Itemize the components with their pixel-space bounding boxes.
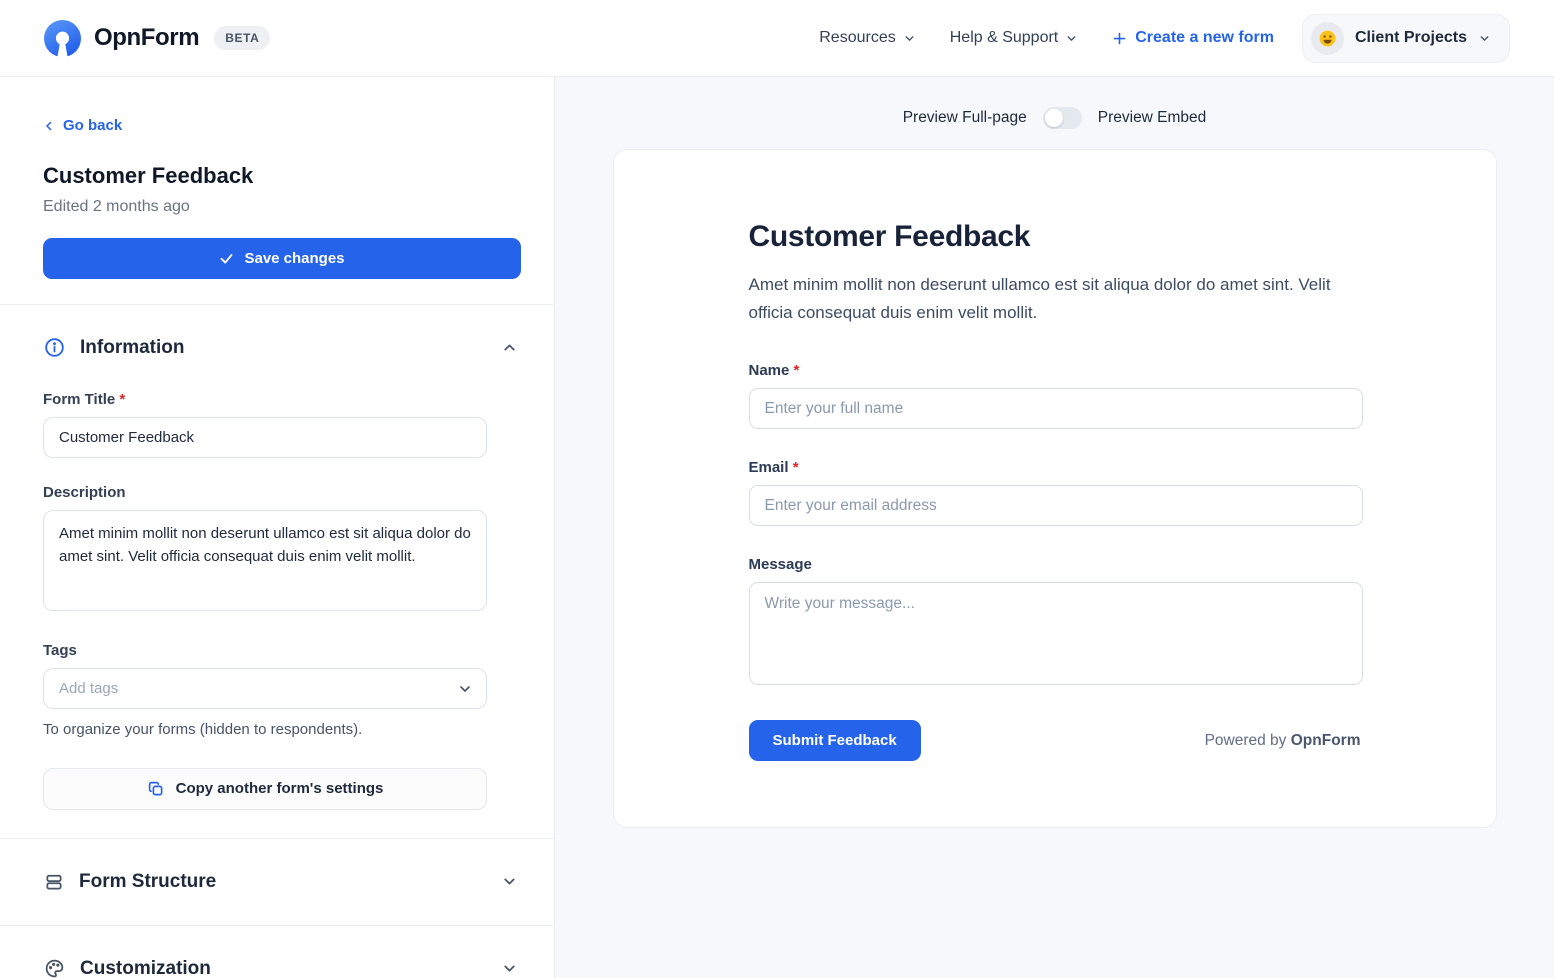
- form-settings-sidebar: Go back Customer Feedback Edited 2 month…: [0, 77, 555, 978]
- submit-feedback-button[interactable]: Submit Feedback: [748, 720, 921, 762]
- preview-mode-switch[interactable]: [1042, 107, 1082, 129]
- chevron-down-icon: [504, 878, 515, 885]
- divider: [0, 924, 554, 926]
- smiley-emoji-icon: [1319, 30, 1336, 46]
- email-field-group: Email *: [748, 459, 1363, 527]
- form-structure-icon: [46, 874, 62, 889]
- chevron-left-icon: [46, 121, 52, 130]
- palette-icon: [45, 959, 64, 978]
- preview-form-description: Amet minim mollit non deserunt ullamco e…: [748, 275, 1331, 322]
- save-changes-button[interactable]: Save changes: [43, 237, 521, 279]
- preview-embed-label: Preview Embed: [1097, 109, 1207, 126]
- form-preview-card: Customer Feedback Amet minim mollit non …: [612, 149, 1497, 829]
- chevron-up-icon: [504, 344, 515, 351]
- description-label: Description: [43, 483, 126, 501]
- section-information-header[interactable]: Information: [0, 305, 554, 391]
- workspace-selector[interactable]: Client Projects: [1301, 13, 1510, 63]
- chevron-down-icon: [1480, 35, 1489, 41]
- logo[interactable]: OpnForm BETA: [44, 19, 271, 57]
- message-field-label: Message: [748, 556, 812, 574]
- information-section-body: Form Title * Description Tags To organiz…: [0, 391, 554, 838]
- chevron-down-icon: [1067, 35, 1076, 41]
- copy-icon: [148, 781, 163, 795]
- tags-label: Tags: [43, 641, 77, 659]
- plus-icon: [1113, 32, 1126, 44]
- message-textarea[interactable]: [748, 582, 1363, 686]
- name-field-label: Name: [748, 362, 790, 380]
- email-input[interactable]: [748, 485, 1363, 527]
- logo-text: OpnForm: [94, 24, 200, 51]
- nav-resources[interactable]: Resources: [819, 29, 915, 47]
- nav-help-support[interactable]: Help & Support: [950, 29, 1079, 47]
- workspace-avatar: [1310, 21, 1344, 55]
- form-title-label: Form Title: [43, 390, 116, 408]
- check-icon: [221, 253, 233, 263]
- tags-group: Tags To organize your forms (hidden to r…: [43, 642, 511, 738]
- preview-form-title: Customer Feedback: [748, 220, 1031, 253]
- preview-mode-toggle-row: Preview Full-page Preview Embed: [555, 77, 1554, 129]
- required-mark: *: [792, 459, 799, 477]
- powered-by-text: Powered by OpnForm: [1204, 731, 1361, 749]
- switch-knob: [1044, 109, 1063, 127]
- chevron-down-icon: [504, 965, 515, 972]
- form-title-input[interactable]: [43, 416, 487, 458]
- chevron-down-icon[interactable]: [457, 681, 473, 697]
- last-edited-text: Edited 2 months ago: [43, 197, 190, 215]
- top-header: OpnForm BETA Resources Help & Support Cr…: [0, 0, 1554, 77]
- section-form-structure-header[interactable]: Form Structure: [0, 839, 554, 925]
- preview-area: Preview Full-page Preview Embed Customer…: [555, 77, 1554, 978]
- powered-by-brand: OpnForm: [1290, 731, 1361, 749]
- header-nav: Resources Help & Support Create a new fo…: [819, 13, 1510, 63]
- beta-badge: BETA: [214, 26, 271, 50]
- form-title-group: Form Title *: [43, 391, 511, 458]
- name-input[interactable]: [748, 388, 1363, 430]
- required-mark: *: [793, 362, 800, 380]
- go-back-link[interactable]: Go back: [43, 117, 122, 134]
- divider: [0, 837, 554, 839]
- copy-form-settings-button[interactable]: Copy another form's settings: [43, 767, 487, 810]
- required-mark: *: [119, 390, 126, 408]
- tags-input[interactable]: [43, 667, 487, 709]
- email-field-label: Email: [748, 459, 789, 477]
- divider: [0, 303, 554, 305]
- tags-help-text: To organize your forms (hidden to respon…: [43, 720, 363, 738]
- name-field-group: Name *: [748, 362, 1363, 430]
- sidebar-form-title: Customer Feedback: [43, 162, 254, 188]
- preview-full-page-label: Preview Full-page: [902, 109, 1027, 126]
- info-circle-icon: [45, 338, 64, 357]
- description-textarea[interactable]: [43, 509, 487, 611]
- description-group: Description: [43, 484, 511, 616]
- message-field-group: Message: [748, 556, 1363, 690]
- section-customization-header[interactable]: Customization: [0, 926, 554, 978]
- chevron-down-icon: [905, 35, 914, 41]
- opnform-logo-icon: [44, 19, 81, 57]
- create-new-form-button[interactable]: Create a new form: [1112, 29, 1274, 47]
